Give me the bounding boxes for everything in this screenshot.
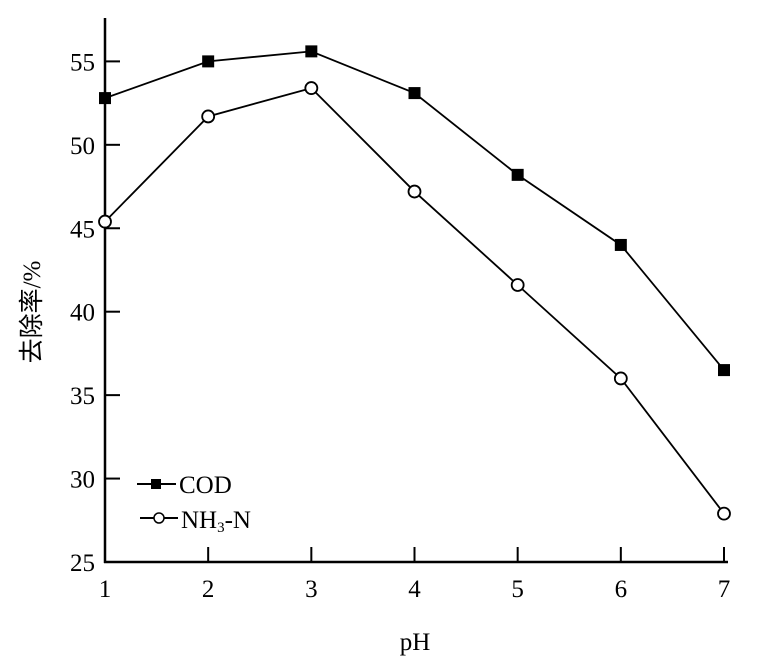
data-point-nh3n [304,81,319,95]
x-axis-label: pH [400,629,431,656]
legend-label-nh3n: NH3-N [181,507,251,536]
data-point-cod [408,87,421,100]
legend-marker-nh3n [153,512,165,524]
x-tick-label: 5 [511,576,524,603]
data-point-cod [614,238,627,251]
data-point-cod [202,55,215,68]
x-tick-label: 3 [305,576,318,603]
data-point-nh3n [613,371,628,386]
series-layer [98,45,731,521]
y-tick-label: 35 [70,383,95,410]
legend-marker-cod [151,479,161,489]
y-tick-label: 30 [70,467,95,494]
legend: COD NH3-N [137,472,251,536]
series-line-cod [104,50,725,371]
data-point-nh3n [717,506,731,521]
data-point-nh3n [510,278,525,292]
data-point-cod [511,168,524,181]
data-point-nh3n [201,109,216,124]
y-axis-label: 去除率/% [18,261,46,364]
y-tick-label: 40 [70,300,95,327]
y-tick-label: 55 [70,49,95,76]
x-tick-label: 7 [718,576,731,603]
y-tick-label: 45 [70,216,95,243]
data-point-cod [99,92,111,105]
x-tick-label: 2 [202,576,215,603]
legend-label-cod: COD [179,472,232,499]
y-tick-label: 25 [70,550,95,577]
data-point-cod [305,45,318,58]
series-line-nh3n [104,87,725,515]
x-tick-label: 4 [408,576,421,603]
x-tick-label: 1 [99,576,112,603]
data-point-cod [718,364,730,377]
y-tick-label: 50 [70,133,95,160]
x-tick-label: 6 [615,576,628,603]
data-point-nh3n [98,214,112,229]
data-point-nh3n [407,184,422,199]
